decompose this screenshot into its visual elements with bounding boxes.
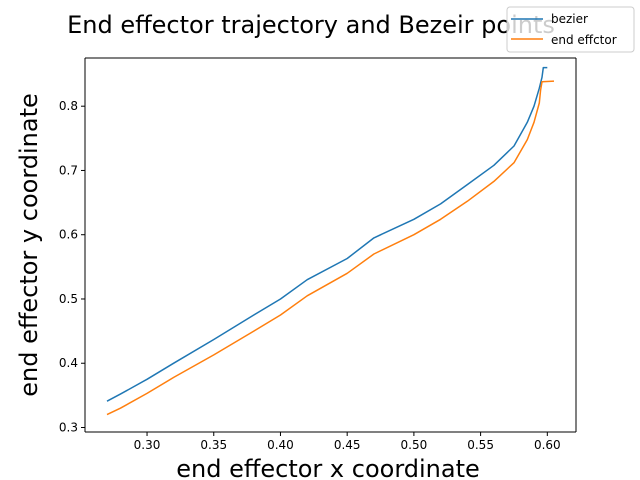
axes-frame <box>84 57 577 433</box>
y-tick-label: 0.5 <box>59 292 78 306</box>
series-line-bezier <box>106 66 548 402</box>
x-tick-label: 0.40 <box>267 438 294 452</box>
x-tick-label: 0.50 <box>401 438 428 452</box>
y-tick-label: 0.7 <box>59 163 78 177</box>
legend-label-end-effctor: end effctor <box>551 33 617 47</box>
x-tick-label: 0.60 <box>534 438 561 452</box>
series-line-end-effctor <box>106 80 555 416</box>
axes-background <box>85 58 576 432</box>
y-tick-label: 0.3 <box>59 421 78 435</box>
x-tick-label: 0.55 <box>467 438 494 452</box>
x-tick-label: 0.35 <box>200 438 227 452</box>
y-axis-ticks: 0.3 0.4 0.5 0.6 0.7 0.8 <box>59 99 85 435</box>
legend: bezier end effctor <box>506 6 635 53</box>
y-tick-label: 0.6 <box>59 228 78 242</box>
y-tick-label: 0.4 <box>59 356 78 370</box>
x-tick-label: 0.30 <box>134 438 161 452</box>
y-tick-label: 0.8 <box>59 99 78 113</box>
x-tick-label: 0.45 <box>334 438 361 452</box>
x-axis-ticks: 0.30 0.35 0.40 0.45 0.50 0.55 0.60 <box>134 432 561 452</box>
plot-area <box>85 58 576 432</box>
x-axis-label: end effector x coordinate <box>176 455 480 480</box>
y-axis-label: end effector y coordinate <box>15 93 43 397</box>
chart-title: End effector trajectory and Bezeir point… <box>67 11 555 39</box>
series-layer <box>106 66 555 416</box>
legend-label-bezier: bezier <box>551 12 588 26</box>
